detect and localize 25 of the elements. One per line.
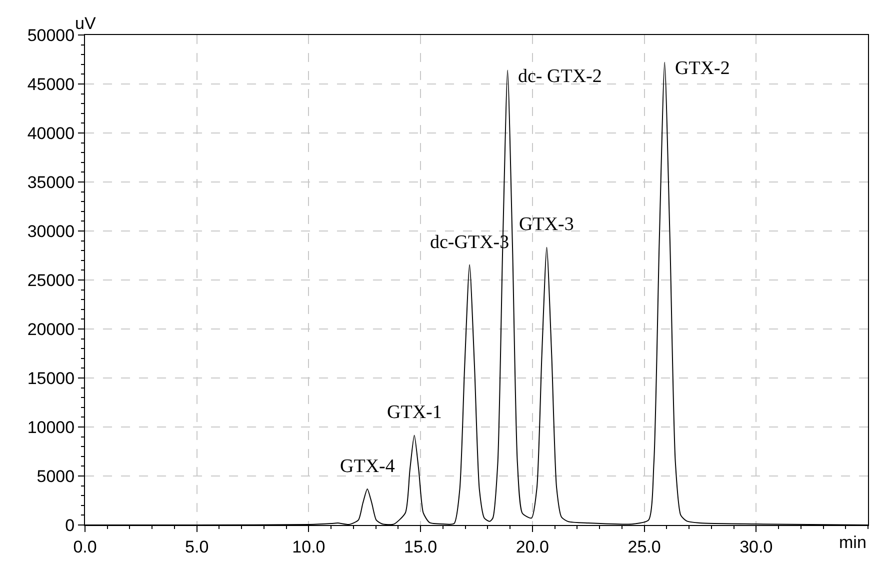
y-tick-label: 0 (65, 516, 75, 535)
y-tick-label: 20000 (27, 320, 75, 339)
x-tick-label: 10.0 (292, 537, 326, 556)
y-tick-label: 10000 (27, 418, 75, 437)
annotation: GTX-2 (675, 58, 730, 79)
x-tick-label: 0.0 (73, 537, 97, 556)
annotation: GTX-4 (340, 456, 396, 477)
x-axis-title: min (839, 533, 866, 552)
y-axis-title: uV (75, 14, 96, 33)
y-tick-label: 15000 (27, 368, 75, 388)
annotation: dc- GTX-2 (518, 66, 602, 87)
y-tick-label: 40000 (27, 124, 75, 143)
y-tick-label: 30000 (27, 222, 75, 241)
y-tick-label: 50000 (27, 26, 75, 45)
x-tick-label: 25.0 (628, 537, 661, 556)
x-tick-label: 5.0 (185, 537, 209, 556)
x-tick-label: 20.0 (516, 537, 549, 556)
y-tick-label: 5000 (36, 466, 75, 486)
y-tick-label: 35000 (27, 172, 75, 192)
annotation: GTX-3 (519, 214, 574, 235)
annotation: GTX-1 (387, 402, 442, 423)
y-tick-label: 45000 (27, 74, 75, 94)
y-tick-label: 25000 (27, 270, 75, 290)
x-tick-label: 30.0 (740, 537, 773, 556)
x-tick-label: 15.0 (404, 537, 438, 556)
